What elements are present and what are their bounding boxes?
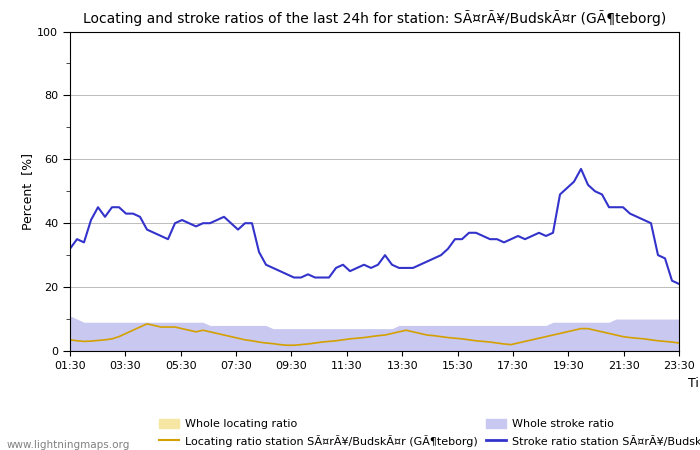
Text: www.lightningmaps.org: www.lightningmaps.org (7, 440, 130, 450)
Y-axis label: Percent  [%]: Percent [%] (22, 153, 34, 230)
Title: Locating and stroke ratios of the last 24h for station: SÃ¤rÃ¥/BudskÃ¤r (GÃ¶tebo: Locating and stroke ratios of the last 2… (83, 10, 666, 26)
X-axis label: Time: Time (688, 377, 700, 390)
Legend: Whole locating ratio, Locating ratio station SÃ¤rÃ¥/BudskÃ¤r (GÃ¶teborg), Whole : Whole locating ratio, Locating ratio sta… (155, 414, 700, 450)
